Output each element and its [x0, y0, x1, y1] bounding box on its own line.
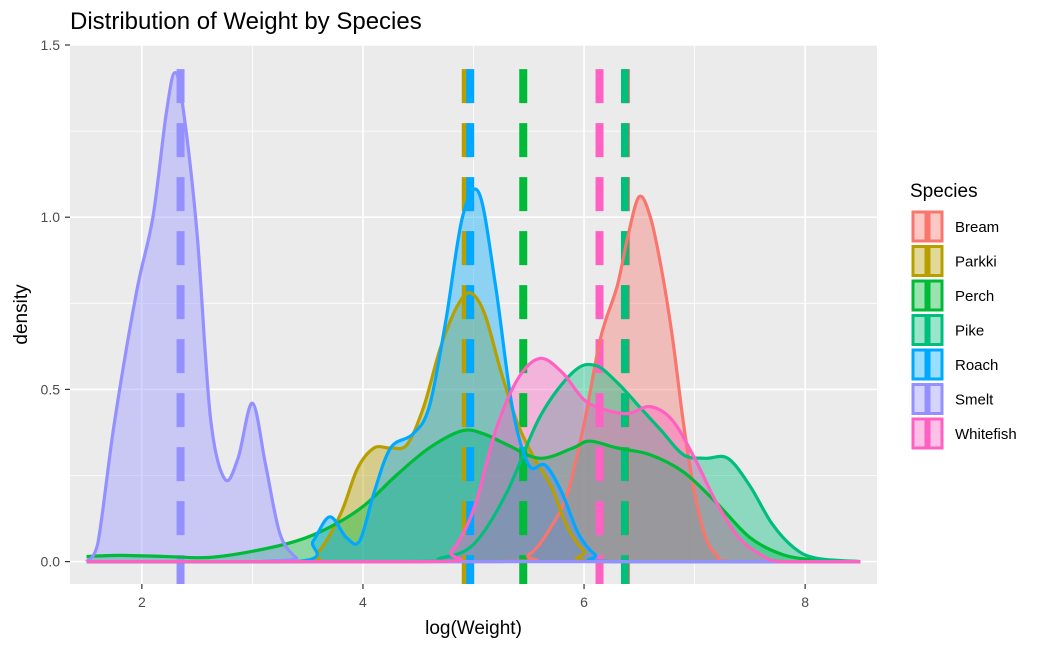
legend-key-smelt: [911, 383, 944, 415]
chart-title: Distribution of Weight by Species: [70, 8, 422, 35]
x-tick-label: 6: [580, 594, 588, 610]
legend-label-smelt: Smelt: [955, 392, 994, 409]
x-tick-label: 2: [138, 594, 146, 610]
legend-key-pike: [911, 314, 944, 346]
x-tick-label: 4: [359, 594, 367, 610]
x-axis-title: log(Weight): [425, 618, 522, 639]
y-axis-ticks: 0.0 0.5 1.0 1.5: [41, 37, 70, 570]
legend-key-bream: [911, 210, 944, 243]
density-line-whitefish: [86, 356, 861, 564]
x-tick-label: 8: [801, 594, 809, 610]
legend-key-parkki: [911, 245, 944, 277]
density-outlines: [85, 70, 861, 564]
legend-key-whitefish: [911, 417, 944, 450]
density-line-bream: [86, 194, 861, 564]
legend-key-perch: [911, 279, 944, 312]
density-area-pike: [86, 364, 861, 562]
legend-label-parkki: Parkki: [955, 254, 997, 271]
legend-label-bream: Bream: [955, 219, 999, 236]
density-area-parkki: [86, 292, 861, 562]
density-line-parkki: [86, 291, 861, 564]
legend-label-roach: Roach: [955, 357, 998, 374]
density-line-roach: [86, 187, 861, 564]
legend-key-roach: [911, 348, 944, 381]
legend-label-whitefish: Whitefish: [955, 426, 1017, 443]
density-area-roach: [86, 189, 861, 562]
y-axis-title: density: [11, 284, 32, 345]
legend-label-pike: Pike: [955, 323, 984, 340]
x-axis-ticks: 2 4 6 8: [138, 584, 809, 610]
density-line-pike: [86, 362, 861, 564]
density-area-bream: [86, 196, 861, 562]
y-tick-label: 1.5: [41, 37, 61, 53]
legend: Species Bream Parkki Perch Pike Roach Smelt Wh…: [910, 181, 1017, 450]
density-area-smelt: [86, 72, 861, 562]
legend-title: Species: [910, 181, 978, 202]
density-area-whitefish: [86, 358, 861, 562]
y-tick-label: 0.5: [41, 381, 61, 397]
y-tick-label: 1.0: [41, 209, 61, 225]
y-tick-label: 0.0: [41, 554, 61, 570]
legend-label-perch: Perch: [955, 288, 994, 305]
mean-lines: [176, 69, 631, 584]
